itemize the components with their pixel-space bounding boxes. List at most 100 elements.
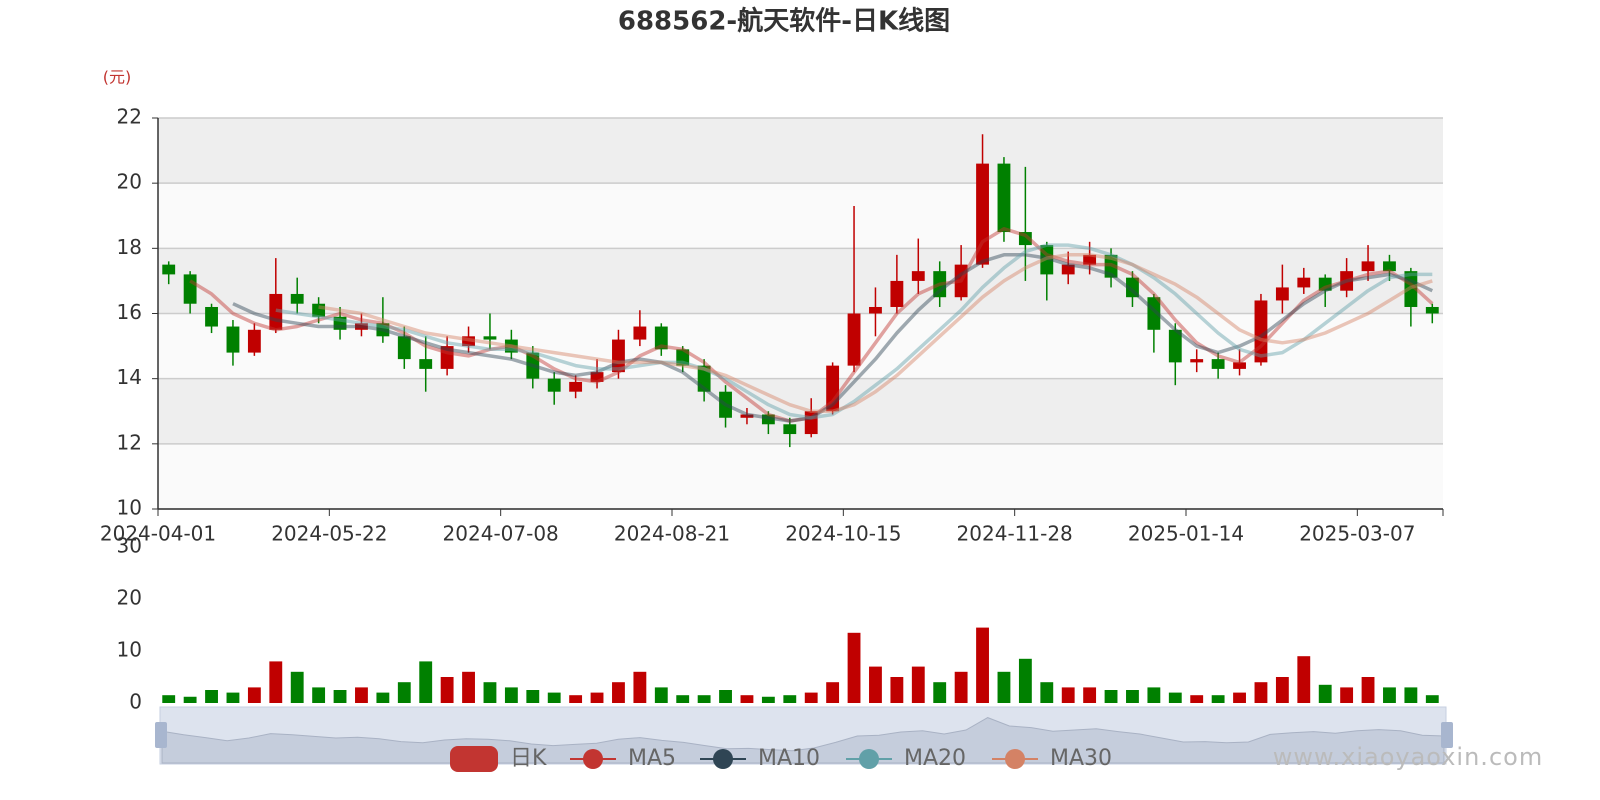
slider-handle[interactable] (1441, 722, 1453, 748)
candle-body (911, 271, 925, 281)
candle-body (226, 326, 240, 353)
legend-swatch (859, 749, 879, 769)
volume-bar (1190, 695, 1204, 703)
candle-body (633, 326, 647, 340)
volume-bar (1318, 684, 1332, 703)
x-tick-label: 2024-05-22 (271, 522, 387, 546)
slider-handle[interactable] (155, 722, 167, 748)
y-tick-label: 18 (117, 235, 142, 259)
volume-bar (183, 696, 197, 703)
x-tick-label: 2025-03-07 (1299, 522, 1415, 546)
volume-bar (1361, 677, 1375, 703)
x-tick-label: 2025-01-14 (1128, 522, 1244, 546)
volume-bar (226, 692, 240, 703)
ma-line (232, 253, 1434, 423)
volume-bar (826, 682, 840, 703)
volume-bar (1340, 687, 1354, 703)
volume-bar (569, 695, 583, 703)
candle-body (419, 359, 433, 369)
candle-body (890, 280, 904, 307)
volume-bar (462, 671, 475, 703)
volume-bar (1104, 690, 1118, 703)
candle-body (954, 264, 968, 298)
candle-body (997, 163, 1011, 233)
legend-swatch (713, 749, 733, 769)
volume-bar (547, 692, 561, 703)
candle-body (1147, 297, 1161, 330)
x-tick-label: 2024-07-08 (443, 522, 559, 546)
volume-bar (290, 671, 304, 703)
candle-body (247, 329, 261, 353)
volume-bar (612, 682, 625, 703)
x-tick-label: 2024-04-01 (100, 522, 216, 546)
y-tick-label: 10 (117, 638, 142, 662)
volume-bar (269, 661, 283, 703)
volume-bar (976, 627, 989, 703)
y-tick-label: 20 (117, 170, 142, 194)
candle-body (205, 306, 218, 327)
candle-body (547, 378, 561, 392)
candle-body (1126, 277, 1139, 298)
candle-body (1018, 232, 1032, 246)
split-area (158, 443, 1443, 509)
legend-swatch (450, 746, 498, 772)
candle-body (355, 323, 368, 330)
candle-body (504, 339, 518, 353)
volume-bar (526, 690, 540, 703)
candle-body (462, 336, 475, 347)
candle-body (1211, 359, 1225, 369)
volume-bar (890, 677, 904, 703)
volume-bar (312, 687, 326, 703)
volume-bar (376, 692, 390, 703)
volume-bar (1083, 687, 1097, 703)
candle-body (483, 336, 497, 340)
candle-body (1168, 329, 1182, 363)
split-area (158, 378, 1443, 444)
candle-body (783, 424, 797, 435)
volume-bar (719, 690, 732, 703)
candle-body (590, 372, 604, 382)
volume-bar (1275, 677, 1289, 703)
candle-body (397, 336, 411, 360)
volume-bar (162, 695, 176, 703)
candle-body (1190, 359, 1204, 363)
volume-bar (869, 666, 882, 703)
candle-body (740, 414, 754, 418)
candle-body (1233, 362, 1246, 369)
volume-bar (911, 666, 925, 703)
volume-bar (1061, 687, 1075, 703)
volume-bar (1297, 656, 1311, 703)
candle-body (1254, 300, 1268, 363)
y-axis-unit: (元) (103, 68, 132, 87)
volume-bar (1211, 695, 1225, 703)
candle-body (440, 346, 454, 369)
volume-bar (740, 695, 754, 703)
candle-body (333, 316, 347, 330)
candle-body (1061, 264, 1075, 275)
legend-label: MA5 (628, 746, 676, 771)
volume-bar (954, 671, 968, 703)
candle-body (526, 352, 540, 379)
candle-body (847, 313, 861, 366)
candle-body (1083, 254, 1097, 265)
x-tick-label: 2024-11-28 (957, 522, 1073, 546)
volume-bar (804, 692, 818, 703)
volume-bar (697, 695, 711, 703)
volume-bar (933, 682, 947, 703)
candle-body (1104, 254, 1118, 278)
candle-body (933, 271, 947, 298)
volume-bar (440, 677, 454, 703)
candle-body (1318, 277, 1332, 291)
candle-body (1361, 261, 1375, 272)
volume-bar (1018, 658, 1032, 703)
split-area (158, 313, 1443, 379)
candle-body (826, 365, 840, 412)
ma-line (275, 243, 1433, 420)
candle-body (1383, 261, 1396, 272)
y-tick-label: 16 (117, 300, 142, 324)
volume-bar (654, 687, 668, 703)
legend-swatch (1005, 749, 1025, 769)
x-tick-label: 2024-08-21 (614, 522, 730, 546)
candle-body (162, 264, 176, 275)
candle-body (183, 274, 197, 304)
